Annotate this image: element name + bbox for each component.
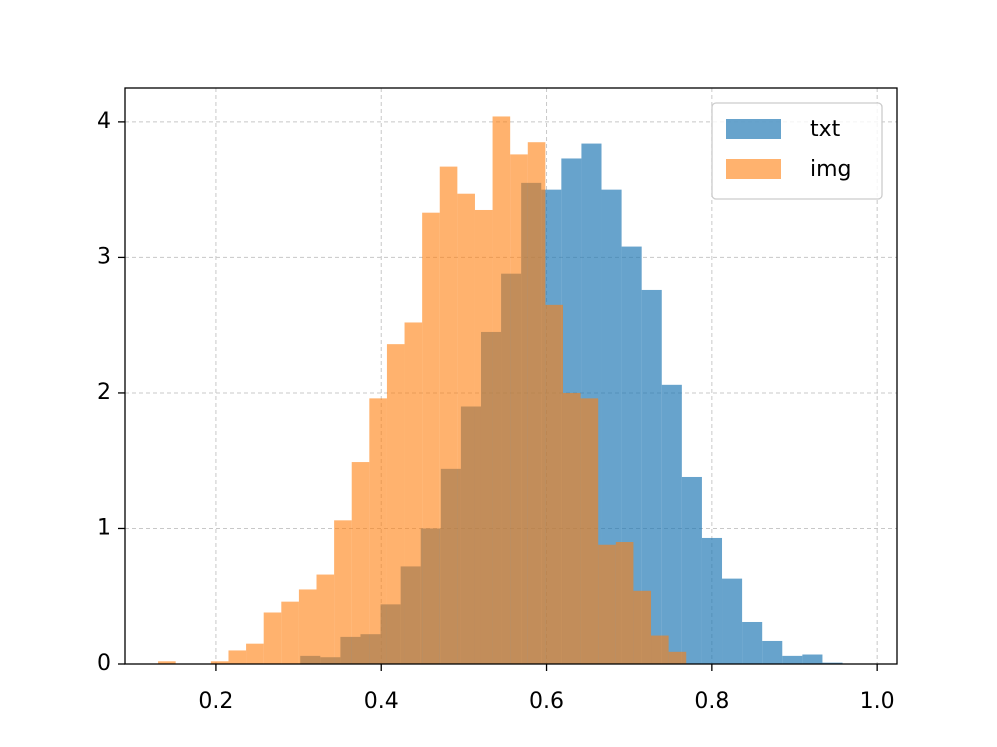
bar [580,398,599,664]
y-tick-label: 1 [97,515,111,540]
x-tick-label: 1.0 [860,689,895,714]
bar [701,537,723,664]
bar [474,209,493,664]
bar [263,612,282,664]
bar [281,601,299,664]
bar [822,662,843,664]
y-tick-label: 0 [97,651,111,676]
bar [651,635,669,664]
legend: txt img [711,102,883,200]
bar [246,643,264,664]
y-tick-label: 4 [97,109,111,134]
bar [545,304,563,664]
bar [334,520,352,664]
legend-swatch [726,119,781,139]
bar [668,651,687,664]
bar [351,462,370,664]
bar [742,621,763,664]
bar [422,212,440,664]
bar [439,166,458,664]
legend-label: txt [810,117,841,142]
bar [404,322,423,664]
x-tick-label: 0.6 [529,689,564,714]
y-tick-label: 2 [97,380,111,405]
bar [661,384,682,664]
legend-frame [711,102,883,200]
y-tick-label: 3 [97,244,111,269]
bar [802,654,823,664]
bar [615,542,634,664]
series [158,116,687,664]
bar [298,589,317,664]
bar [782,655,803,664]
bar [762,640,783,664]
x-tick-label: 0.4 [364,689,399,714]
bar [158,661,176,664]
bar [386,344,405,664]
bar [722,578,743,664]
bar [641,289,662,664]
bar [510,154,528,664]
bar [681,476,702,664]
bar [457,193,475,664]
legend-label: img [810,157,852,182]
bar [633,590,652,664]
legend-swatch [726,159,781,179]
x-tick-label: 0.2 [198,689,233,714]
bar [210,661,229,664]
bar [369,398,387,664]
bar [527,142,546,664]
axes-frame [124,87,898,665]
bar [228,650,247,664]
bar [598,544,616,664]
bar [492,116,511,664]
x-tick-label: 0.8 [694,689,729,714]
bar [316,574,335,664]
bar [562,392,581,664]
